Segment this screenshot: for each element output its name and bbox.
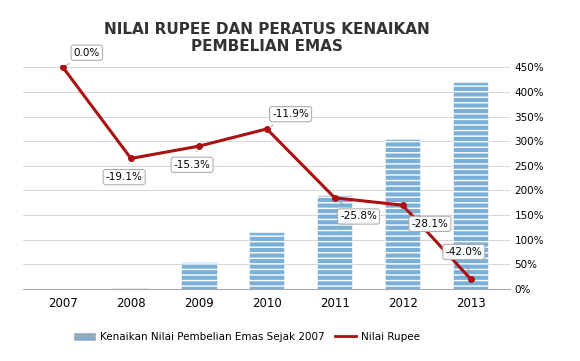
Text: -28.1%: -28.1% xyxy=(407,208,448,229)
Bar xyxy=(181,262,216,289)
Text: 0.0%: 0.0% xyxy=(68,48,100,65)
Bar xyxy=(453,82,488,289)
Text: -19.1%: -19.1% xyxy=(106,164,143,182)
Bar xyxy=(249,232,284,289)
Text: -11.9%: -11.9% xyxy=(271,109,309,126)
Text: -42.0%: -42.0% xyxy=(445,247,482,274)
Bar xyxy=(385,139,420,289)
Text: -25.8%: -25.8% xyxy=(339,201,377,222)
Legend: Kenaikan Nilai Pembelian Emas Sejak 2007, Nilai Rupee: Kenaikan Nilai Pembelian Emas Sejak 2007… xyxy=(70,328,425,346)
Bar xyxy=(113,288,148,289)
Bar xyxy=(317,195,353,289)
Title: NILAI RUPEE DAN PERATUS KENAIKAN
PEMBELIAN EMAS: NILAI RUPEE DAN PERATUS KENAIKAN PEMBELI… xyxy=(104,22,430,54)
Text: -15.3%: -15.3% xyxy=(173,151,211,170)
